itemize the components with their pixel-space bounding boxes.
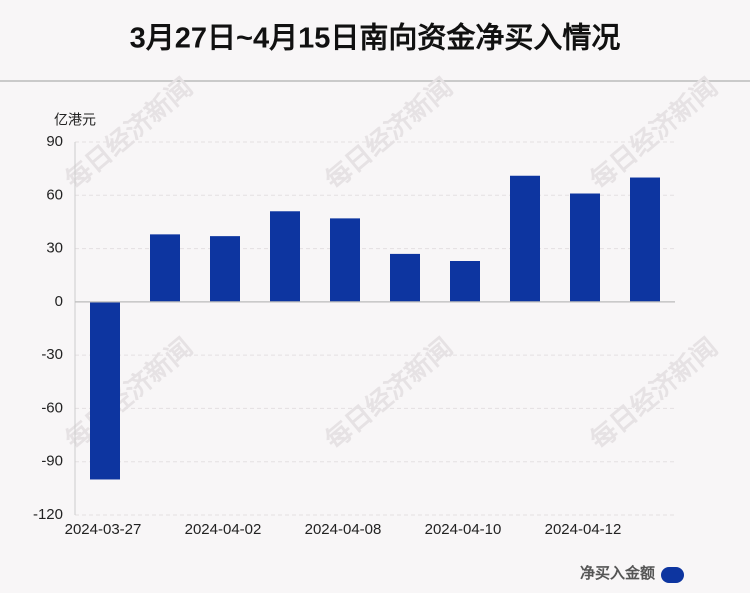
y-tick-label: -30	[41, 346, 63, 363]
y-tick-label: 0	[55, 293, 63, 310]
bar	[630, 177, 660, 302]
bar	[210, 236, 240, 302]
y-axis-label: 亿港元	[54, 112, 96, 128]
bar	[450, 261, 480, 302]
x-tick-label: 2024-04-10	[425, 521, 502, 538]
x-tick-label: 2024-03-27	[65, 521, 142, 538]
y-tick-label: -60	[41, 399, 63, 416]
y-tick-label: 90	[46, 133, 63, 150]
chart-title: 3月27日~4月15日南向资金净买入情况	[130, 21, 621, 55]
bar	[570, 193, 600, 302]
x-tick-label: 2024-04-02	[185, 521, 262, 538]
bar	[330, 218, 360, 302]
y-tick-label: 30	[46, 240, 63, 257]
y-tick-label: 60	[46, 186, 63, 203]
legend-swatch	[661, 567, 684, 583]
x-tick-label: 2024-04-12	[545, 521, 622, 538]
legend-label: 净买入金额	[580, 564, 655, 582]
y-tick-label: -120	[33, 506, 63, 523]
bar	[510, 175, 540, 302]
bar	[90, 301, 120, 480]
bar	[150, 234, 180, 302]
bar	[390, 253, 420, 302]
bar	[270, 211, 300, 302]
y-tick-label: -90	[41, 453, 63, 470]
x-tick-label: 2024-04-08	[305, 521, 382, 538]
